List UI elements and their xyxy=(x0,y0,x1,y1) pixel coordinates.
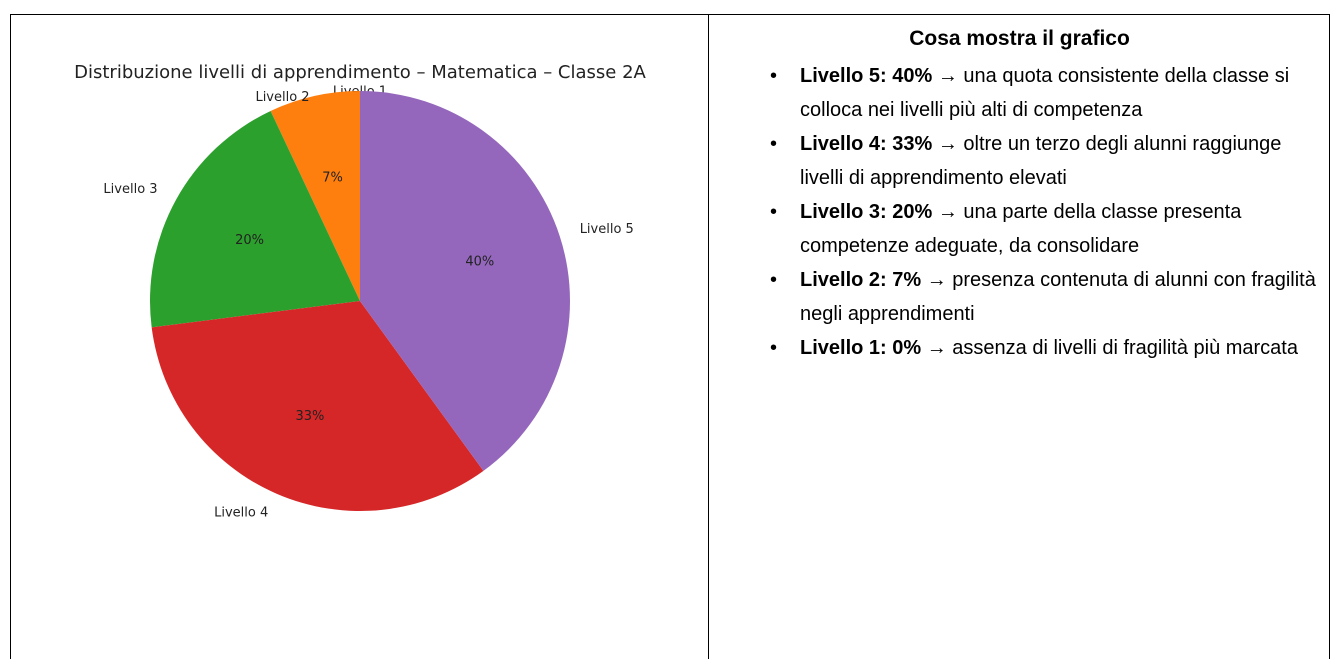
note-item: Livello 5: 40% → una quota consistente d… xyxy=(770,59,1325,127)
chart-title: Distribuzione livelli di apprendimento –… xyxy=(74,62,646,83)
pie-slice xyxy=(270,91,360,301)
note-label: Livello 3: 20% xyxy=(800,201,933,223)
note-item: Livello 1: 0% → assenza di livelli di fr… xyxy=(770,331,1325,365)
percent-label: 7% xyxy=(322,171,343,186)
pie-slice xyxy=(360,91,571,471)
note-item: Livello 3: 20% → una parte della classe … xyxy=(770,195,1325,263)
slice-label: Livello 4 xyxy=(214,506,268,521)
note-label: Livello 2: 7% xyxy=(800,269,922,291)
slice-label: Livello 5 xyxy=(580,222,634,237)
note-text: → una parte della classe presenta compet… xyxy=(800,201,1242,257)
cell-divider xyxy=(708,14,709,659)
percent-label: 20% xyxy=(235,233,264,248)
pie-slice xyxy=(151,301,484,511)
note-item: Livello 2: 7% → presenza contenuta di al… xyxy=(770,263,1325,331)
slice-label: Livello 3 xyxy=(103,182,157,197)
note-text: → presenza contenuta di alunni con fragi… xyxy=(800,269,1316,325)
note-text: → assenza di livelli di fragilità più ma… xyxy=(926,337,1298,359)
note-item: Livello 4: 33% → oltre un terzo degli al… xyxy=(770,127,1325,195)
note-text: → oltre un terzo degli alunni raggiunge … xyxy=(800,133,1282,189)
note-text: → una quota consistente della classe si … xyxy=(800,65,1290,121)
notes-heading: Cosa mostra il grafico xyxy=(909,27,1130,50)
notes: Cosa mostra il grafico Livello 5: 40% → … xyxy=(709,15,1330,365)
slice-label: Livello 2 xyxy=(255,90,309,105)
note-label: Livello 5: 40% xyxy=(800,65,933,87)
chart: Distribuzione livelli di apprendimento –… xyxy=(74,62,646,521)
percent-label: 33% xyxy=(296,409,325,424)
percent-label: 40% xyxy=(465,255,494,270)
table-border xyxy=(10,14,1330,659)
note-label: Livello 4: 33% xyxy=(800,133,933,155)
notes-list: Livello 5: 40% → una quota consistente d… xyxy=(709,59,1330,365)
pie-slice xyxy=(149,110,360,328)
note-label: Livello 1: 0% xyxy=(800,337,922,359)
